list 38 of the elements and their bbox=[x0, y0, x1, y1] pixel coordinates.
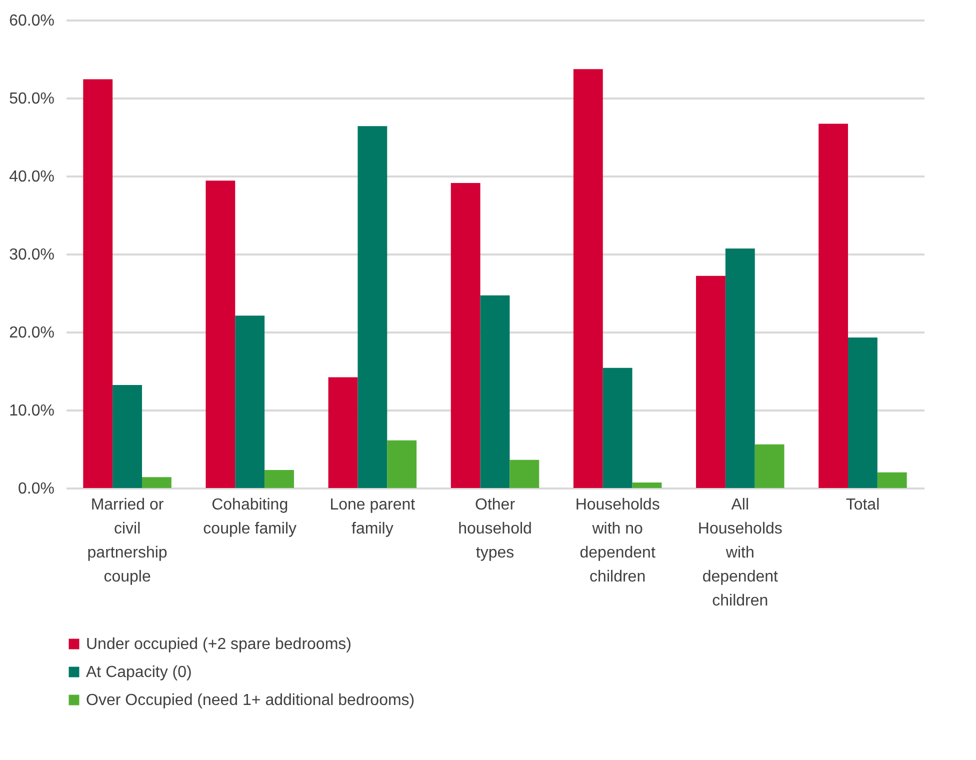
bar bbox=[235, 316, 265, 488]
bar bbox=[725, 248, 755, 488]
bar bbox=[632, 482, 662, 488]
y-tick-label: 30.0% bbox=[9, 246, 54, 264]
legend-label: At Capacity (0) bbox=[86, 664, 192, 681]
x-tick-label: Households with no dependent children bbox=[575, 496, 660, 586]
bar bbox=[754, 444, 784, 488]
y-tick-label: 0.0% bbox=[18, 480, 54, 498]
bar bbox=[358, 126, 388, 488]
y-tick-label: 50.0% bbox=[9, 90, 54, 108]
legend-label: Over Occupied (need 1+ additional bedrooms) bbox=[86, 692, 415, 709]
bar bbox=[450, 183, 480, 488]
y-tick-label: 40.0% bbox=[9, 168, 54, 186]
x-tick-label: Married or civil partnership couple bbox=[87, 496, 168, 586]
y-tick-label: 10.0% bbox=[9, 402, 54, 420]
x-tick-label: Lone parent family bbox=[330, 496, 416, 538]
legend-label: Under occupied (+2 spare bedrooms) bbox=[86, 636, 352, 653]
bar bbox=[206, 180, 236, 488]
bar bbox=[264, 470, 294, 488]
x-tick-label: All Households with dependent children bbox=[698, 496, 782, 610]
bar bbox=[387, 440, 417, 488]
x-tick-label: Total bbox=[846, 496, 880, 514]
x-tick-label: Other household types bbox=[458, 496, 532, 562]
bar bbox=[573, 69, 603, 488]
bar bbox=[83, 79, 113, 488]
x-tick-label: Cohabiting couple family bbox=[203, 496, 297, 538]
y-tick-label: 20.0% bbox=[9, 324, 54, 342]
bar bbox=[112, 385, 142, 488]
bar bbox=[510, 460, 540, 488]
bar bbox=[602, 368, 632, 488]
bar bbox=[848, 337, 878, 488]
y-tick-label: 60.0% bbox=[9, 12, 54, 30]
bar bbox=[142, 477, 172, 488]
bar bbox=[696, 276, 726, 488]
bar bbox=[818, 124, 848, 488]
bar bbox=[328, 377, 358, 488]
bar bbox=[480, 295, 510, 488]
bar bbox=[877, 472, 907, 488]
